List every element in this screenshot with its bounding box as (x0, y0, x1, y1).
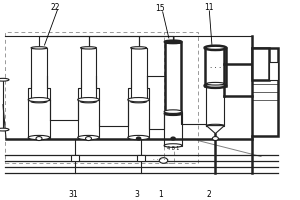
Ellipse shape (131, 47, 146, 49)
Ellipse shape (165, 41, 181, 43)
Ellipse shape (78, 135, 99, 140)
Text: 1: 1 (158, 190, 163, 199)
Polygon shape (206, 126, 224, 134)
FancyBboxPatch shape (71, 155, 79, 161)
Ellipse shape (80, 101, 97, 103)
Circle shape (85, 137, 91, 141)
FancyBboxPatch shape (28, 100, 50, 138)
FancyBboxPatch shape (205, 48, 226, 86)
Circle shape (171, 137, 175, 140)
Ellipse shape (128, 135, 149, 140)
Ellipse shape (131, 101, 146, 103)
Ellipse shape (80, 47, 97, 49)
Ellipse shape (28, 135, 50, 140)
Text: · · · · ·: · · · · · (153, 157, 168, 162)
Text: · · ·: · · · (210, 65, 221, 71)
Text: 2: 2 (206, 190, 211, 199)
Text: 11: 11 (204, 3, 213, 12)
Text: 22: 22 (51, 3, 60, 12)
Ellipse shape (31, 101, 47, 103)
Ellipse shape (78, 98, 99, 102)
Circle shape (159, 158, 168, 163)
Ellipse shape (28, 98, 50, 102)
Ellipse shape (165, 112, 181, 115)
FancyBboxPatch shape (128, 100, 149, 138)
Ellipse shape (0, 128, 9, 131)
Ellipse shape (205, 46, 226, 50)
FancyBboxPatch shape (131, 48, 146, 102)
Circle shape (36, 137, 42, 141)
FancyBboxPatch shape (80, 48, 97, 102)
Ellipse shape (31, 47, 47, 49)
Circle shape (136, 137, 141, 140)
Ellipse shape (206, 82, 224, 85)
FancyBboxPatch shape (31, 48, 47, 102)
FancyBboxPatch shape (165, 42, 181, 114)
FancyBboxPatch shape (137, 155, 145, 161)
Ellipse shape (164, 144, 182, 147)
Text: 15: 15 (156, 4, 165, 13)
Circle shape (212, 137, 218, 141)
Ellipse shape (164, 110, 182, 113)
FancyBboxPatch shape (164, 112, 182, 146)
Text: 31: 31 (69, 190, 78, 199)
FancyBboxPatch shape (78, 100, 99, 138)
FancyBboxPatch shape (206, 84, 224, 126)
Ellipse shape (0, 78, 9, 81)
FancyBboxPatch shape (268, 62, 278, 80)
Text: 4 8 1: 4 8 1 (167, 146, 179, 151)
Ellipse shape (206, 124, 224, 127)
Text: 3: 3 (134, 190, 139, 199)
Ellipse shape (205, 84, 226, 88)
FancyBboxPatch shape (252, 48, 268, 80)
Ellipse shape (128, 98, 149, 102)
FancyBboxPatch shape (252, 48, 278, 136)
